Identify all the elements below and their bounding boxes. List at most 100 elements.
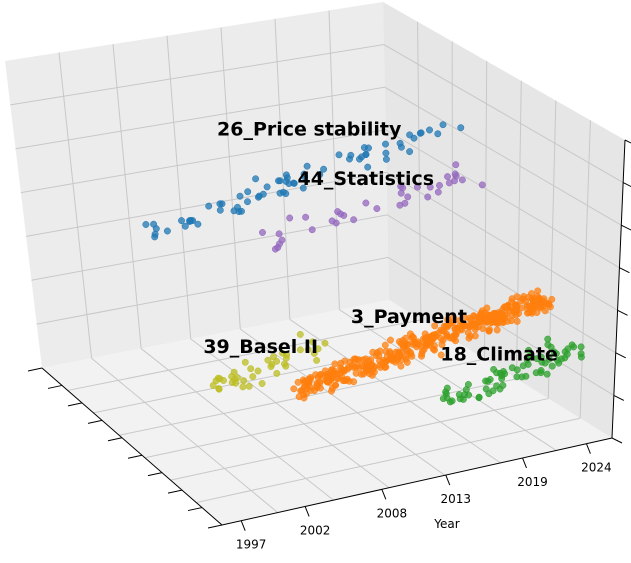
data-point — [238, 207, 245, 215]
data-point — [443, 323, 451, 331]
grid-line — [451, 41, 454, 340]
data-point — [522, 372, 530, 380]
data-point — [462, 386, 470, 394]
data-point — [474, 323, 482, 331]
data-point — [507, 317, 515, 325]
data-point — [485, 327, 493, 335]
right-axis-tick — [619, 267, 630, 274]
data-point — [513, 366, 521, 374]
data-point — [209, 382, 217, 389]
data-point — [308, 226, 316, 234]
left-axis-tick — [187, 507, 203, 512]
data-point — [459, 319, 467, 327]
data-point — [273, 369, 281, 377]
data-point — [178, 217, 185, 225]
data-point — [303, 162, 311, 170]
data-point — [299, 184, 307, 192]
data-point — [434, 188, 442, 196]
left-back-pane — [5, 2, 389, 368]
data-point — [294, 378, 302, 386]
data-point — [404, 193, 412, 201]
data-point — [332, 381, 340, 389]
data-point — [362, 199, 370, 207]
data-point — [577, 350, 585, 358]
data-point — [286, 214, 294, 222]
cluster-label: 18_Climate — [440, 344, 558, 366]
data-point — [542, 299, 550, 307]
grid-line — [58, 52, 93, 359]
data-point — [249, 373, 257, 381]
left-axis-tick — [47, 384, 63, 389]
data-point — [536, 295, 544, 303]
data-point — [545, 355, 553, 363]
data-point — [347, 151, 355, 159]
data-point — [382, 155, 390, 163]
data-point — [181, 222, 189, 230]
right-axis-ticks — [611, 139, 631, 444]
data-point — [205, 202, 213, 210]
data-point — [362, 150, 370, 158]
year-tick — [585, 443, 591, 454]
data-point — [194, 220, 202, 228]
grid-line — [170, 398, 549, 481]
data-point — [151, 230, 159, 238]
data-point — [458, 176, 466, 184]
data-point — [397, 143, 405, 151]
data-point — [245, 382, 253, 390]
data-point — [544, 335, 552, 343]
cluster-points — [209, 330, 329, 393]
left-axis-tick — [27, 367, 43, 372]
data-point — [457, 124, 465, 132]
right-axis-tick — [624, 139, 631, 144]
grid-line — [190, 338, 390, 489]
grid-line — [140, 348, 334, 501]
data-point — [493, 326, 501, 334]
data-point — [350, 216, 358, 224]
year-tick-label: 2019 — [517, 475, 548, 489]
data-point — [524, 301, 531, 309]
grid-line — [274, 18, 291, 320]
data-point — [300, 391, 308, 399]
data-point — [263, 183, 271, 191]
data-point — [482, 377, 490, 385]
left-axis-tick — [127, 454, 143, 459]
cluster-points — [290, 287, 556, 402]
data-point — [267, 363, 275, 371]
data-point — [327, 370, 335, 378]
data-point — [240, 377, 248, 385]
data-point — [365, 144, 372, 152]
data-point — [395, 338, 403, 346]
grid-line — [36, 256, 615, 396]
data-point — [320, 165, 328, 173]
data-point — [316, 371, 324, 379]
data-point — [366, 370, 373, 378]
data-point — [466, 323, 474, 331]
data-point — [436, 181, 443, 189]
year-tick-labels: 1997 2002 2008 2013 2019 2024 — [236, 461, 612, 552]
data-point — [429, 345, 437, 353]
cluster-points — [259, 161, 486, 253]
grid-line — [328, 10, 340, 310]
right-axis-tick — [622, 182, 631, 188]
right-axis-tick — [611, 437, 623, 444]
data-point — [352, 369, 360, 377]
data-point — [254, 367, 262, 375]
data-point — [215, 385, 223, 393]
data-point — [488, 318, 496, 326]
data-point — [328, 387, 335, 395]
data-point — [458, 326, 466, 334]
year-tick-label: 2002 — [300, 523, 331, 537]
data-point — [271, 245, 279, 253]
data-point — [524, 360, 532, 368]
data-point — [483, 304, 491, 312]
data-point — [451, 170, 459, 178]
data-point — [552, 350, 560, 358]
data-point — [548, 362, 556, 370]
data-point — [376, 361, 384, 369]
cluster-points — [142, 121, 465, 241]
data-point — [382, 140, 389, 148]
cluster-label: 39_Basel II — [203, 336, 318, 358]
data-point — [478, 181, 486, 189]
data-point — [278, 236, 286, 244]
